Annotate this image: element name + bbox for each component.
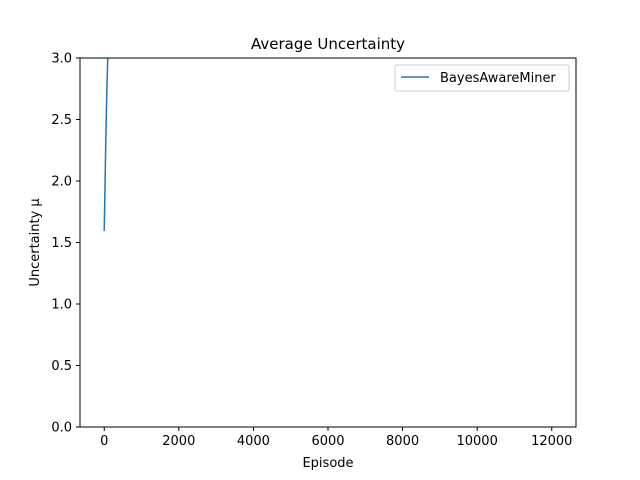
chart-title: Average Uncertainty — [251, 35, 405, 53]
x-tick-label: 2000 — [162, 434, 195, 449]
series-layer — [103, 58, 109, 231]
x-tick-label: 6000 — [311, 434, 344, 449]
y-tick-label: 2.0 — [51, 175, 72, 190]
legend-box — [394, 64, 570, 92]
x-tick-label: 12000 — [531, 434, 572, 449]
x-tick-label: 8000 — [386, 434, 419, 449]
y-tick-label: 0.0 — [51, 421, 72, 436]
legend: BayesAwareMiner — [394, 64, 570, 92]
y-tick-label: 3.0 — [51, 52, 72, 67]
series-line-bayesawareminer — [103, 58, 109, 231]
x-axis-label: Episode — [302, 456, 353, 471]
x-tick-label: 4000 — [237, 434, 270, 449]
y-axis-label: Uncertainty μ — [28, 198, 43, 286]
y-tick-label: 0.5 — [51, 359, 72, 374]
y-tick-label: 1.0 — [51, 298, 72, 313]
x-tick-label: 10000 — [456, 434, 497, 449]
y-tick-label: 2.5 — [51, 113, 72, 128]
y-tick-label: 1.5 — [51, 236, 72, 251]
x-axis: 0 2000 4000 6000 8000 10000 12000 — [100, 427, 572, 449]
x-tick-label: 0 — [100, 434, 108, 449]
y-axis: 0.0 0.5 1.0 1.5 2.0 2.5 3.0 — [51, 52, 80, 436]
legend-label-bayesawareminer: BayesAwareMiner — [440, 71, 556, 86]
